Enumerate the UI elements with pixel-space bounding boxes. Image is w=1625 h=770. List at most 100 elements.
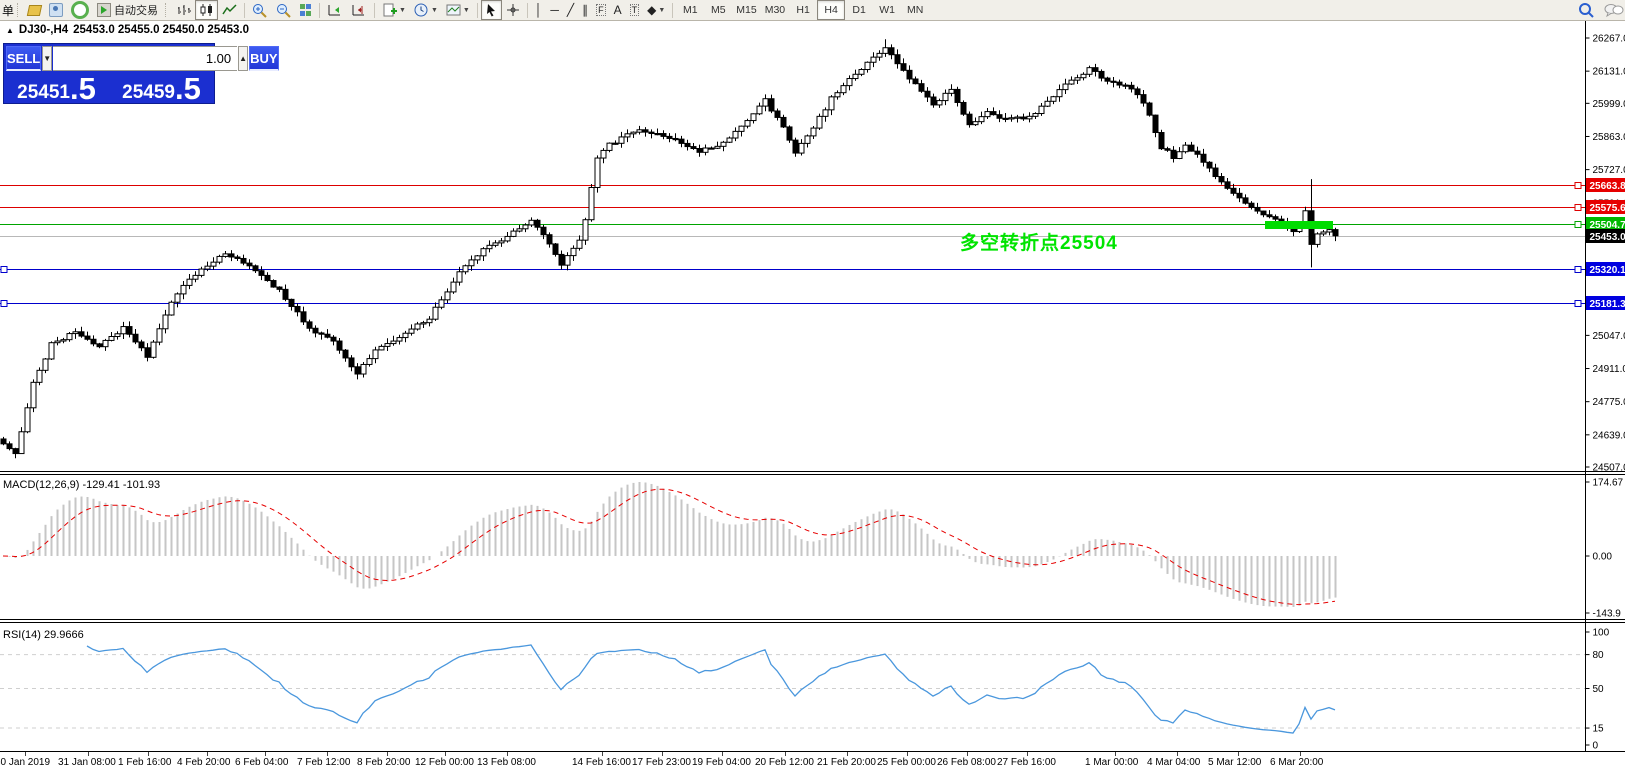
candle (1176, 151, 1183, 159)
periods-button[interactable]: ▼ (410, 0, 442, 20)
time-axis-label: 1 Feb 16:00 (118, 757, 172, 768)
level-price-badge-label: 25663.8 (1590, 181, 1625, 192)
level-anchor[interactable] (1574, 221, 1582, 228)
candle (690, 146, 697, 150)
toolbar-grip[interactable] (17, 3, 21, 17)
text-label-tool[interactable]: T (626, 0, 644, 20)
timeframe-button-M1[interactable]: M1 (682, 4, 698, 16)
sell-price[interactable]: 25451 .5 (4, 71, 109, 104)
arrows-tool[interactable]: ◆ ▼ (643, 0, 669, 20)
auto-trading-label: 自动交易 (114, 5, 159, 17)
chat-button[interactable] (1599, 0, 1625, 20)
vertical-line-tool[interactable]: │ (531, 0, 547, 20)
zoom-out-button[interactable] (272, 0, 296, 20)
candle (330, 336, 337, 342)
trendline-tool[interactable]: ╱ (563, 0, 578, 20)
line-chart-mode-button[interactable] (218, 0, 241, 20)
auto-scroll-button[interactable] (323, 0, 347, 20)
candle (222, 253, 229, 257)
level-price-badge (1586, 217, 1625, 231)
timeframe-button-M15[interactable]: M15 (736, 4, 757, 16)
timeframe-button-M5[interactable]: M5 (710, 4, 726, 16)
level-anchor[interactable] (0, 300, 8, 307)
level-anchor[interactable] (1574, 300, 1582, 307)
candle (840, 85, 847, 94)
volume-increase-button[interactable]: ▲ (238, 46, 249, 71)
candle (1212, 167, 1219, 178)
level-anchor[interactable] (1574, 266, 1582, 273)
crosshair-tool-button[interactable] (502, 0, 524, 20)
crosshair-icon (506, 4, 519, 16)
tile-windows-button[interactable] (296, 0, 316, 20)
candle (1020, 116, 1027, 120)
fibonacci-tool[interactable]: F (592, 0, 610, 20)
sell-button[interactable]: SELL (6, 46, 42, 71)
candle (672, 137, 679, 141)
macd-tick-label: 0.00 (1593, 552, 1613, 563)
candle (816, 115, 823, 129)
timeframe-button-H4[interactable]: H4 (817, 0, 846, 20)
chevron-down-icon: ▼ (399, 6, 406, 14)
candle (1110, 80, 1117, 83)
price-tick-label: 24775.0 (1593, 397, 1625, 408)
horizontal-line-tool[interactable]: ─ (546, 0, 563, 20)
timeframe-button-MN[interactable]: MN (906, 4, 924, 16)
candle (180, 284, 187, 295)
candle (312, 327, 319, 334)
candle (36, 369, 43, 383)
buy-button[interactable]: BUY (249, 46, 279, 71)
time-axis-label: 1 Mar 00:00 (1085, 757, 1139, 768)
timeframe-button-M30[interactable]: M30 (764, 4, 786, 16)
candle (780, 116, 787, 128)
candle (606, 142, 613, 151)
market-watch-button[interactable] (45, 0, 67, 20)
templates-button[interactable]: ▼ (442, 0, 474, 20)
toolbar-separator (319, 2, 321, 18)
candle (462, 265, 469, 273)
level-anchor[interactable] (0, 266, 8, 273)
candle (84, 335, 91, 340)
candle (438, 299, 445, 308)
time-axis-label: 27 Feb 16:00 (997, 757, 1056, 768)
chart-shift-button[interactable] (347, 0, 371, 20)
sell-price-main: 25451 (17, 82, 70, 103)
candle (978, 116, 985, 123)
level-anchor[interactable] (1574, 204, 1582, 211)
volume-input[interactable] (53, 46, 238, 71)
search-button[interactable] (1574, 0, 1599, 20)
channel-tool[interactable]: ∥ (578, 0, 592, 20)
candle (750, 113, 757, 122)
volume-decrease-button[interactable]: ▼ (42, 46, 53, 71)
buy-price[interactable]: 25459 .5 (109, 71, 214, 104)
new-chart-button[interactable]: ▼ (378, 0, 410, 20)
cursor-tool-button[interactable] (480, 0, 502, 20)
candle (228, 253, 235, 258)
bar-chart-mode-button[interactable] (172, 0, 195, 20)
menu-fragment[interactable]: 单 (2, 3, 15, 18)
zoom-in-button[interactable] (248, 0, 272, 20)
candle (1158, 132, 1165, 150)
auto-trading-button[interactable]: 自动交易 (93, 0, 162, 20)
candle (636, 129, 643, 133)
toolbar-grip[interactable] (165, 3, 169, 17)
pivot-highlight-bar[interactable] (1265, 221, 1333, 229)
candle (582, 219, 589, 241)
candle (1242, 197, 1249, 204)
timeframe-button-H1[interactable]: H1 (796, 4, 810, 16)
candle (864, 61, 871, 71)
candlestick-mode-button[interactable] (195, 0, 219, 20)
candle (408, 328, 415, 334)
collapse-chart-icon[interactable]: ▲ (6, 25, 14, 35)
level-anchor[interactable] (1574, 182, 1582, 189)
timeframe-button-D1[interactable]: D1 (852, 4, 866, 16)
new-order-button[interactable] (24, 0, 45, 20)
candle (450, 281, 457, 293)
price-tick-label: 24911.0 (1593, 364, 1625, 375)
time-axis-label: 12 Feb 00:00 (415, 757, 474, 768)
price-tick-label: 26131.0 (1593, 67, 1625, 78)
strategy-tester-button[interactable] (67, 0, 93, 20)
chevron-down-icon: ▼ (658, 6, 666, 14)
text-tool[interactable]: A (610, 0, 626, 20)
timeframe-button-W1[interactable]: W1 (879, 4, 896, 16)
